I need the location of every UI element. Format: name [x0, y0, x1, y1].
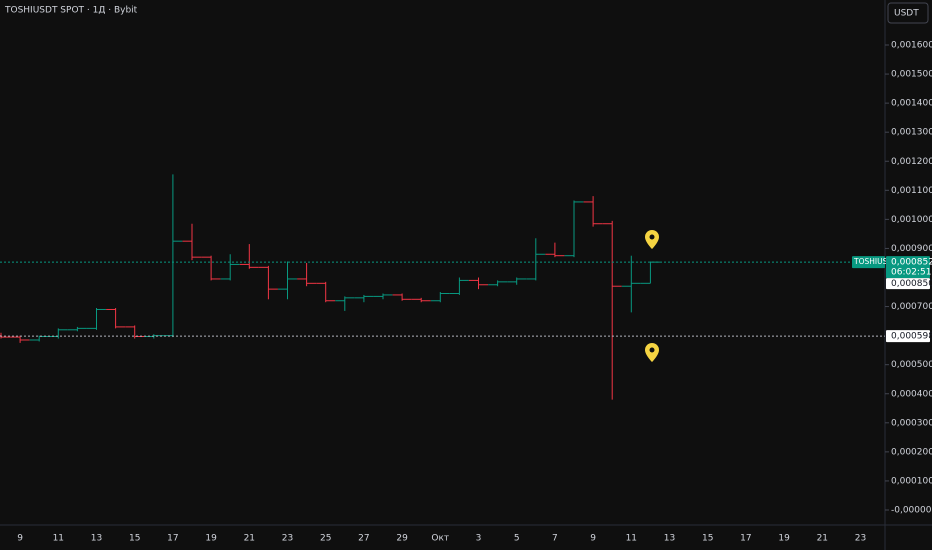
x-tick-label: 21: [817, 534, 828, 544]
marker-pin-dot: [649, 347, 655, 353]
y-tick-label: 0,00130000: [891, 128, 932, 138]
x-tick-label: 23: [855, 534, 866, 544]
chart-title: TOSHIUSDT SPOT · 1Д · Bybit: [4, 6, 138, 16]
symbol-tag-bg: [852, 256, 885, 269]
x-tick-label: 29: [396, 534, 408, 544]
x-tick-label: Окт: [431, 534, 449, 544]
last-price-tag: 0,00085288: [891, 258, 932, 268]
x-tick-label: 9: [590, 534, 596, 544]
y-tick-label: 0,00030000: [891, 418, 932, 428]
x-tick-label: 15: [702, 534, 713, 544]
x-tick-label: 9: [17, 534, 23, 544]
y-tick-label: 0,00010000: [891, 476, 932, 486]
y-tick-label: 0,00160000: [891, 41, 932, 51]
x-tick-label: 11: [626, 534, 637, 544]
x-tick-label: 15: [129, 534, 140, 544]
y-tick-label: 0,00050000: [891, 360, 932, 370]
y-tick-label: 0,00120000: [891, 157, 932, 167]
x-tick-label: 19: [205, 534, 217, 544]
currency-button[interactable]: [887, 2, 929, 24]
x-tick-label: 19: [778, 534, 790, 544]
y-tick-label: -0,00000000: [891, 506, 932, 516]
x-tick-label: 17: [167, 534, 178, 544]
y-tick-label: 0,00070000: [891, 302, 932, 312]
symbol-tag: TOSHIUSDT: [853, 257, 898, 266]
countdown: 06:02:51: [891, 268, 931, 278]
x-tick-label: 7: [552, 534, 558, 544]
x-tick-label: 3: [476, 534, 482, 544]
x-tick-label: 5: [514, 534, 520, 544]
y-tick-label: 0,00140000: [891, 99, 932, 109]
x-tick-label: 23: [282, 534, 293, 544]
y-tick-label: 0,00100000: [891, 215, 932, 225]
plot: [0, 174, 660, 400]
y-tick-label: 0,00020000: [891, 447, 932, 457]
second-price-tag-bg: [886, 278, 930, 290]
level-tag: 0,00059810: [891, 332, 932, 342]
x-tick-label: 11: [53, 534, 64, 544]
x-tick-label: 25: [320, 534, 331, 544]
marker-pin-dot: [649, 234, 655, 240]
y-tick-label: 0,00090000: [891, 244, 932, 254]
y-tick-label: 0,00040000: [891, 389, 932, 399]
last-price-tag-bg: [886, 256, 930, 279]
level-tag-bg: [886, 330, 930, 343]
y-tick-label: 0,00150000: [891, 70, 932, 80]
x-tick-label: 17: [740, 534, 751, 544]
x-tick-label: 21: [244, 534, 255, 544]
x-tick-label: 13: [91, 534, 102, 544]
y-tick-label: 0,00110000: [891, 186, 932, 196]
second-price-tag: 0,00085070: [891, 279, 932, 289]
x-tick-label: 27: [358, 534, 369, 544]
x-tick-label: 13: [664, 534, 675, 544]
currency-button-label[interactable]: USDT: [894, 9, 919, 19]
